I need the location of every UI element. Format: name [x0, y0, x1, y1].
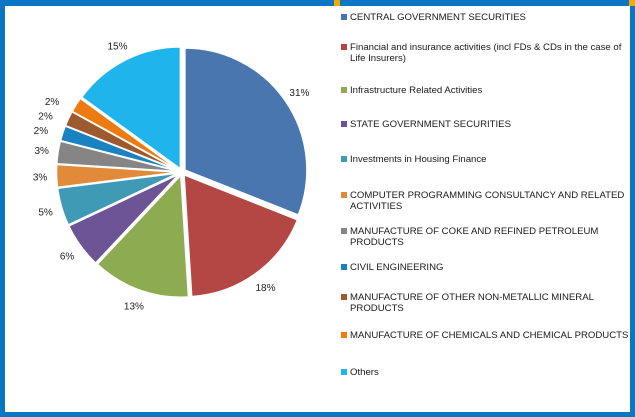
pie-value-label: 5%	[38, 208, 53, 219]
legend-label: STATE GOVERNMENT SECURITIES	[350, 119, 511, 130]
legend-item: Financial and insurance activities (incl…	[341, 42, 631, 64]
pie-slice	[56, 172, 179, 226]
pie-value-label: 31%	[289, 88, 309, 99]
legend-swatch	[341, 369, 347, 375]
legend-item: COMPUTER PROGRAMMING CONSULTANCY AND REL…	[341, 190, 631, 212]
pie-value-label: 2%	[34, 126, 49, 137]
header-accent	[334, 0, 340, 6]
pie-value-label: 2%	[38, 112, 53, 123]
legend-label: MANUFACTURE OF CHEMICALS AND CHEMICAL PR…	[350, 330, 629, 341]
legend-label: MANUFACTURE OF OTHER NON-METALLIC MINERA…	[350, 292, 594, 314]
legend-item: CIVIL ENGINEERING	[341, 262, 631, 273]
legend-swatch	[341, 121, 347, 127]
legend-item: STATE GOVERNMENT SECURITIES	[341, 119, 631, 130]
pie-slice	[71, 97, 180, 171]
legend-label: Financial and insurance activities (incl…	[350, 42, 622, 64]
pie-slice	[80, 46, 182, 171]
legend-label: COMPUTER PROGRAMMING CONSULTANCY AND REL…	[350, 190, 625, 212]
legend-item: MANUFACTURE OF COKE AND REFINED PETROLEU…	[341, 226, 631, 248]
pie-slice	[184, 47, 308, 216]
pie-value-labels: 31% 18% 13% 6% 5% 3% 3% 2% 2% 2% 15%	[33, 42, 310, 313]
pie-value-label: 3%	[33, 173, 48, 184]
legend-swatch	[341, 228, 347, 234]
legend-label: MANUFACTURE OF COKE AND REFINED PETROLEU…	[350, 226, 599, 248]
legend-swatch	[341, 87, 347, 93]
legend-swatch	[341, 264, 347, 270]
legend-swatch	[341, 14, 347, 20]
legend-item: MANUFACTURE OF OTHER NON-METALLIC MINERA…	[341, 292, 631, 314]
pie-slices	[55, 46, 308, 299]
pie-value-label: 13%	[124, 302, 144, 313]
legend-label: CIVIL ENGINEERING	[350, 262, 444, 273]
legend-swatch	[341, 332, 347, 338]
legend-label: CENTRAL GOVERNMENT SECURITIES	[350, 12, 526, 23]
pie-slice	[96, 173, 190, 299]
pie-value-label: 15%	[107, 42, 127, 53]
pie-value-label: 6%	[60, 252, 75, 263]
legend-swatch	[341, 294, 347, 300]
pie-value-label: 18%	[255, 283, 275, 294]
legend-label: Others	[350, 367, 379, 378]
legend-item: Infrastructure Related Activities	[341, 85, 631, 96]
corner-accent	[629, 0, 635, 6]
legend-label: Investments in Housing Finance	[350, 154, 487, 165]
legend-swatch	[341, 44, 347, 50]
legend-item: Others	[341, 367, 631, 378]
pie-value-label: 3%	[34, 146, 49, 157]
legend-item: MANUFACTURE OF CHEMICALS AND CHEMICAL PR…	[341, 330, 631, 341]
legend-item: CENTRAL GOVERNMENT SECURITIES	[341, 12, 631, 23]
pie-value-label: 2%	[45, 97, 60, 108]
pie-slice	[183, 173, 299, 298]
pie-slice	[67, 173, 180, 265]
legend-swatch	[341, 192, 347, 198]
legend-swatch	[341, 156, 347, 162]
legend-item: Investments in Housing Finance	[341, 154, 631, 165]
legend-label: Infrastructure Related Activities	[350, 85, 483, 96]
